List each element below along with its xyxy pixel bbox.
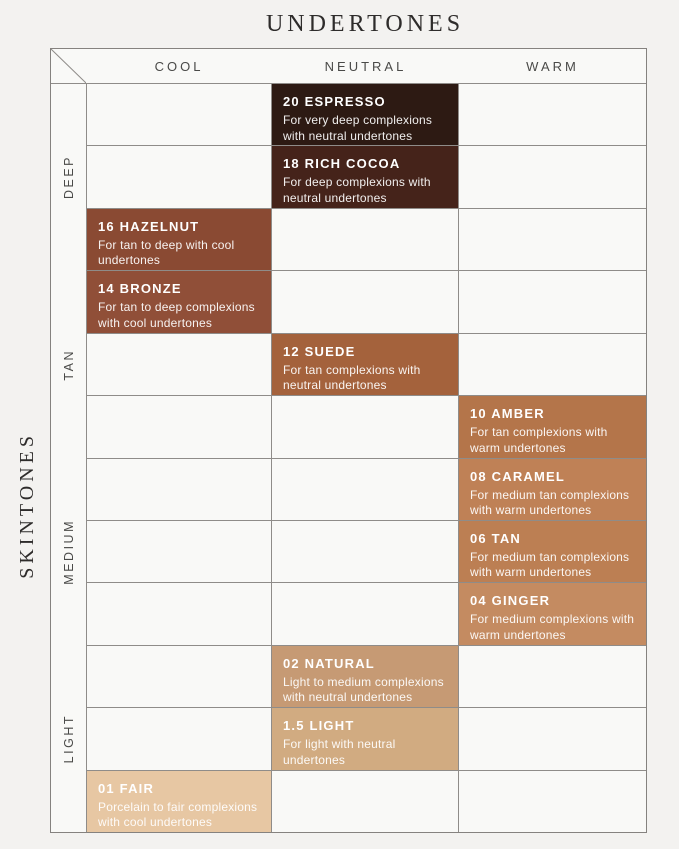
table-row: 10 AMBER For tan complexions with warm u… bbox=[87, 395, 646, 458]
empty-cell bbox=[272, 396, 459, 458]
shade-description: Light to medium complexions with neutral… bbox=[283, 674, 444, 705]
shade-cell-bronze: 14 BRONZE For tan to deep complexions wi… bbox=[87, 271, 272, 333]
row-group-deep-label: DEEP bbox=[61, 155, 76, 200]
table-row: 1.5 LIGHT For light with neutral underto… bbox=[87, 707, 646, 770]
diagonal-line-icon bbox=[51, 49, 86, 83]
column-header-neutral: NEUTRAL bbox=[324, 58, 407, 74]
table-header-row: COOL NEUTRAL WARM bbox=[51, 49, 646, 84]
empty-cell bbox=[87, 396, 272, 458]
shade-name: 18 RICH COCOA bbox=[283, 156, 401, 172]
shade-description: For medium complexions with warm underto… bbox=[470, 612, 635, 642]
table-row: 02 NATURAL Light to medium complexions w… bbox=[87, 644, 646, 708]
empty-cell bbox=[459, 708, 646, 769]
table-row: 14 BRONZE For tan to deep complexions wi… bbox=[87, 270, 646, 333]
empty-cell bbox=[87, 333, 272, 396]
empty-cell bbox=[87, 146, 272, 208]
shade-name: 16 HAZELNUT bbox=[98, 218, 200, 234]
table-row: 08 CARAMEL For medium tan complexions wi… bbox=[87, 457, 646, 520]
shade-cell-amber: 10 AMBER For tan complexions with warm u… bbox=[459, 396, 646, 458]
skintones-axis-title: SKINTONES bbox=[0, 131, 54, 849]
shade-cell-hazelnut: 16 HAZELNUT For tan to deep with cool un… bbox=[87, 208, 272, 271]
skintones-axis-title-text: SKINTONES bbox=[15, 431, 38, 579]
shade-name: 1.5 LIGHT bbox=[283, 718, 355, 734]
shade-name: 14 BRONZE bbox=[98, 281, 182, 297]
row-group-medium: MEDIUM bbox=[51, 458, 86, 645]
shade-description: For tan to deep with cool undertones bbox=[98, 237, 235, 268]
shade-cell-rich-cocoa: 18 RICH COCOA For deep complexions with … bbox=[272, 146, 459, 208]
table-row: 20 ESPRESSO For very deep complexions wi… bbox=[87, 84, 646, 146]
shade-description: For tan to deep complexions with cool un… bbox=[98, 300, 255, 330]
shade-cell-espresso: 20 ESPRESSO For very deep complexions wi… bbox=[272, 84, 459, 146]
row-group-deep: DEEP bbox=[51, 84, 86, 271]
table-body: DEEP TAN MEDIUM LIGHT 20 ESPRESSO Fo bbox=[51, 84, 646, 833]
shade-name: 01 FAIR bbox=[98, 780, 155, 796]
empty-cell bbox=[87, 708, 272, 770]
empty-cell bbox=[272, 208, 459, 271]
empty-cell bbox=[459, 771, 646, 832]
shade-name: 12 SUEDE bbox=[283, 343, 356, 359]
shade-description: For medium tan complexions with warm und… bbox=[470, 487, 630, 518]
shade-cell-caramel: 08 CARAMEL For medium tan complexions wi… bbox=[459, 458, 646, 520]
shade-description: For deep complexions with neutral undert… bbox=[283, 175, 431, 205]
empty-cell bbox=[459, 271, 646, 332]
header-corner bbox=[51, 49, 86, 83]
shade-cell-ginger: 04 GINGER For medium complexions with wa… bbox=[459, 583, 646, 645]
shade-name: 04 GINGER bbox=[470, 593, 551, 609]
undertones-axis-title: UNDERTONES bbox=[265, 11, 465, 37]
skintone-group-column: DEEP TAN MEDIUM LIGHT bbox=[51, 84, 86, 832]
shade-cell-tan: 06 TAN For medium tan complexions with w… bbox=[459, 520, 646, 583]
row-group-light: LIGHT bbox=[51, 645, 86, 832]
table-row: 04 GINGER For medium complexions with wa… bbox=[87, 582, 646, 645]
shade-name: 02 NATURAL bbox=[283, 655, 375, 671]
empty-cell bbox=[272, 458, 459, 520]
shade-cell-1-5-light: 1.5 LIGHT For light with neutral underto… bbox=[272, 708, 459, 770]
empty-cell bbox=[272, 271, 459, 333]
empty-cell bbox=[459, 646, 646, 707]
shade-grid: 20 ESPRESSO For very deep complexions wi… bbox=[86, 84, 646, 833]
table-row: 18 RICH COCOA For deep complexions with … bbox=[87, 145, 646, 208]
shade-cell-suede: 12 SUEDE For tan complexions with neutra… bbox=[272, 333, 459, 396]
shade-match-table: COOL NEUTRAL WARM DEEP TAN MEDIUM LIGHT bbox=[50, 48, 647, 833]
row-group-medium-label: MEDIUM bbox=[61, 518, 76, 585]
empty-cell bbox=[87, 520, 272, 583]
column-header-warm: WARM bbox=[526, 58, 579, 74]
empty-cell bbox=[272, 770, 459, 833]
empty-cell bbox=[87, 84, 272, 146]
shade-name: 20 ESPRESSO bbox=[283, 94, 386, 109]
table-row: 12 SUEDE For tan complexions with neutra… bbox=[87, 332, 646, 396]
row-group-tan-label: TAN bbox=[61, 348, 76, 381]
shade-name: 08 CARAMEL bbox=[470, 468, 566, 484]
shade-name: 06 TAN bbox=[470, 530, 522, 546]
row-group-light-label: LIGHT bbox=[61, 713, 76, 764]
empty-cell bbox=[459, 84, 646, 145]
empty-cell bbox=[459, 334, 646, 395]
column-header-cool: COOL bbox=[154, 58, 204, 74]
shade-description: For tan complexions with neutral underto… bbox=[283, 362, 421, 393]
shade-description: For light with neutral undertones bbox=[283, 737, 396, 767]
table-row: 06 TAN For medium tan complexions with w… bbox=[87, 519, 646, 583]
empty-cell bbox=[459, 146, 646, 207]
empty-cell bbox=[459, 209, 646, 270]
shade-description: For very deep complexions with neutral u… bbox=[283, 113, 433, 143]
empty-cell bbox=[87, 458, 272, 520]
table-row: 16 HAZELNUT For tan to deep with cool un… bbox=[87, 207, 646, 271]
empty-cell bbox=[272, 520, 459, 583]
shade-cell-fair: 01 FAIR Porcelain to fair complexions wi… bbox=[87, 770, 272, 833]
shade-cell-natural: 02 NATURAL Light to medium complexions w… bbox=[272, 645, 459, 708]
empty-cell bbox=[87, 583, 272, 645]
shade-name: 10 AMBER bbox=[470, 406, 545, 422]
shade-description: For tan complexions with warm undertones bbox=[470, 425, 608, 455]
row-group-tan: TAN bbox=[51, 271, 86, 458]
empty-cell bbox=[87, 645, 272, 708]
empty-cell bbox=[272, 583, 459, 645]
shade-description: For medium tan complexions with warm und… bbox=[470, 549, 630, 580]
table-row: 01 FAIR Porcelain to fair complexions wi… bbox=[87, 769, 646, 833]
shade-description: Porcelain to fair complexions with cool … bbox=[98, 799, 258, 830]
